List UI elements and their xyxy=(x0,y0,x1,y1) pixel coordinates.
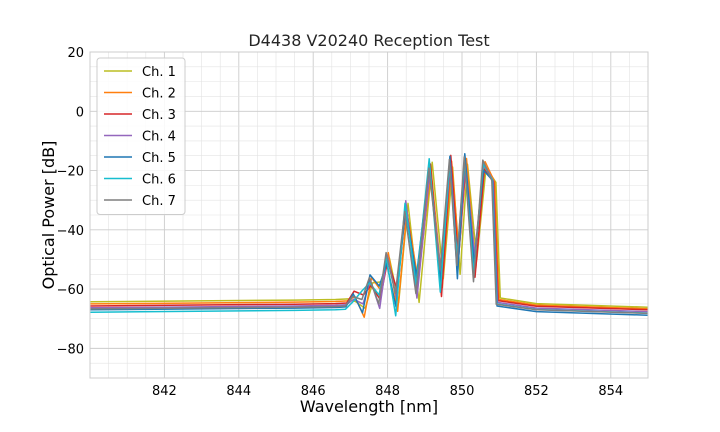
series-line-7 xyxy=(89,156,649,315)
legend-label: Ch. 2 xyxy=(142,87,176,102)
x-tick-label: 846 xyxy=(301,384,326,399)
y-tick-label: 0 xyxy=(76,105,84,120)
legend-label: Ch. 4 xyxy=(142,130,176,145)
y-axis-label: Optical Power [dB] xyxy=(39,141,58,290)
y-tick-label: −80 xyxy=(57,342,84,357)
legend-label: Ch. 1 xyxy=(142,65,176,80)
legend-box xyxy=(96,57,186,215)
legend: Ch. 1 Ch. 2 Ch. 3 Ch. 4 Ch. 5 Ch. 6 Ch. 7 xyxy=(96,57,186,215)
legend-label: Ch. 6 xyxy=(142,173,176,188)
y-tick-label: −40 xyxy=(57,224,84,239)
legend-label: Ch. 3 xyxy=(142,108,176,123)
y-tick-label: −60 xyxy=(57,283,84,298)
x-axis-label: Wavelength [nm] xyxy=(300,397,438,416)
x-tick-label: 842 xyxy=(152,384,177,399)
x-tick-label: 852 xyxy=(524,384,549,399)
x-tick-label: 850 xyxy=(450,384,475,399)
x-tick-label: 854 xyxy=(598,384,623,399)
x-axis-ticks: 842 844 846 848 850 852 854 xyxy=(152,384,623,399)
x-tick-label: 844 xyxy=(226,384,251,399)
chart-title: D4438 V20240 Reception Test xyxy=(248,31,489,50)
legend-label: Ch. 5 xyxy=(142,151,176,166)
series-layer xyxy=(89,152,649,318)
y-tick-label: −20 xyxy=(57,165,84,180)
x-tick-label: 848 xyxy=(375,384,400,399)
legend-label: Ch. 7 xyxy=(142,194,176,209)
y-tick-label: 20 xyxy=(67,46,84,61)
plot-frame xyxy=(89,51,649,379)
y-axis-ticks: 20 0 −20 −40 −60 −80 xyxy=(57,46,84,357)
